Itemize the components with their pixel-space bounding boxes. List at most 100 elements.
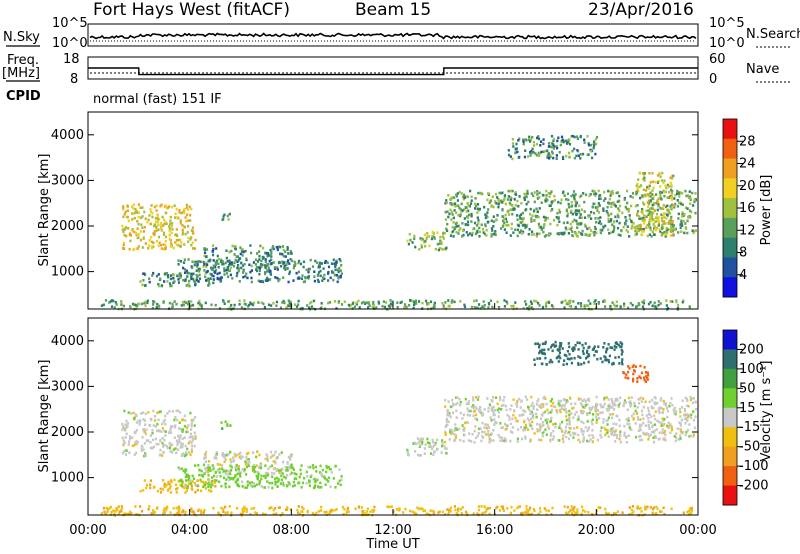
- data-pixel: [670, 221, 673, 224]
- data-pixel: [644, 505, 647, 509]
- data-pixel: [542, 138, 545, 141]
- data-pixel: [172, 506, 175, 510]
- data-pixel: [241, 264, 245, 267]
- data-pixel: [642, 227, 645, 231]
- data-pixel: [640, 400, 643, 403]
- data-pixel: [644, 380, 647, 383]
- data-pixel: [592, 205, 595, 209]
- data-pixel: [301, 505, 304, 509]
- data-pixel: [176, 511, 179, 515]
- data-pixel: [169, 222, 172, 225]
- data-pixel: [516, 419, 519, 423]
- data-pixel: [184, 271, 187, 274]
- data-pixel: [623, 304, 626, 308]
- data-pixel: [518, 505, 521, 508]
- data-pixel: [644, 400, 647, 404]
- data-pixel: [131, 444, 134, 448]
- data-pixel: [136, 236, 139, 240]
- data-pixel: [157, 228, 160, 231]
- data-pixel: [239, 252, 242, 256]
- data-pixel: [327, 265, 331, 269]
- data-pixel: [686, 207, 689, 210]
- data-pixel: [530, 512, 534, 516]
- data-pixel: [126, 421, 130, 425]
- data-pixel: [418, 454, 421, 457]
- data-pixel: [237, 465, 240, 468]
- data-pixel: [221, 427, 224, 430]
- data-pixel: [144, 452, 147, 455]
- data-pixel: [281, 245, 285, 248]
- data-pixel: [205, 450, 208, 454]
- data-pixel: [281, 481, 285, 485]
- data-pixel: [615, 414, 618, 418]
- data-pixel: [583, 223, 587, 227]
- data-pixel: [559, 408, 562, 411]
- data-pixel: [680, 219, 683, 223]
- data-pixel: [168, 301, 171, 305]
- data-pixel: [669, 205, 672, 208]
- data-pixel: [529, 506, 532, 510]
- data-pixel: [470, 199, 473, 202]
- data-pixel: [635, 225, 638, 228]
- data-pixel: [639, 226, 642, 229]
- data-pixel: [225, 453, 228, 457]
- data-pixel: [541, 342, 544, 346]
- data-pixel: [163, 507, 166, 510]
- data-pixel: [675, 432, 678, 435]
- data-pixel: [523, 420, 526, 424]
- data-pixel: [178, 440, 181, 444]
- data-pixel: [423, 233, 426, 237]
- data-pixel: [183, 225, 186, 229]
- data-pixel: [480, 192, 483, 196]
- data-pixel: [582, 421, 585, 425]
- data-pixel: [162, 233, 166, 236]
- data-pixel: [657, 202, 660, 206]
- data-pixel: [476, 418, 479, 421]
- data-pixel: [578, 216, 581, 219]
- data-pixel: [280, 474, 283, 478]
- data-pixel: [543, 352, 546, 356]
- data-pixel: [664, 205, 668, 209]
- data-pixel: [624, 205, 627, 209]
- data-pixel: [584, 400, 587, 403]
- data-pixel: [123, 212, 126, 216]
- data-pixel: [279, 245, 282, 249]
- data-pixel: [254, 263, 257, 266]
- colorbar-swatch: [723, 446, 737, 467]
- data-pixel: [577, 230, 580, 234]
- data-pixel: [483, 232, 487, 236]
- data-pixel: [151, 274, 154, 277]
- data-pixel: [567, 437, 571, 441]
- data-pixel: [193, 512, 196, 515]
- data-pixel: [179, 222, 182, 225]
- data-pixel: [185, 269, 188, 273]
- data-pixel: [474, 202, 477, 206]
- data-pixel: [141, 435, 144, 439]
- cpid-text: normal (fast) 151 IF: [93, 92, 222, 107]
- data-pixel: [165, 508, 168, 512]
- data-pixel: [623, 196, 626, 200]
- data-pixel: [580, 409, 583, 413]
- data-pixel: [540, 150, 543, 154]
- colorbar-tick-label: -15: [739, 420, 760, 435]
- data-pixel: [555, 356, 558, 360]
- data-pixel: [663, 233, 666, 236]
- data-pixel: [515, 147, 518, 150]
- data-pixel: [627, 365, 630, 368]
- data-pixel: [499, 191, 503, 195]
- data-pixel: [599, 228, 602, 232]
- data-pixel: [640, 184, 643, 187]
- data-pixel: [190, 450, 193, 453]
- data-pixel: [193, 481, 196, 485]
- data-pixel: [120, 505, 123, 508]
- data-pixel: [419, 454, 423, 457]
- data-pixel: [465, 421, 468, 424]
- data-pixel: [694, 192, 697, 195]
- data-pixel: [641, 219, 644, 222]
- data-pixel: [447, 400, 450, 403]
- data-pixel: [426, 512, 429, 516]
- data-pixel: [577, 415, 580, 418]
- data-pixel: [305, 470, 308, 474]
- data-pixel: [288, 272, 291, 276]
- data-pixel: [250, 264, 253, 268]
